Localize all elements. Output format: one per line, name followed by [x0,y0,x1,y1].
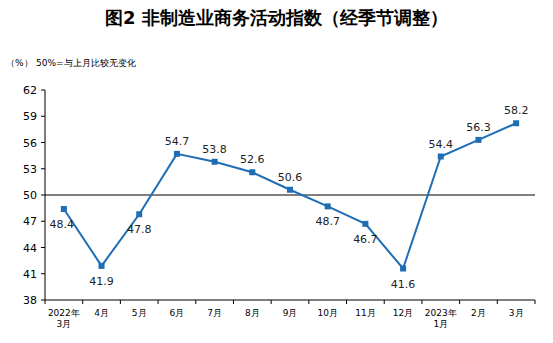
x-tick-label: 2月 [471,308,486,318]
annotation: 50%=与上月比较无变化 [36,58,136,68]
chart: 图2 非制造业商务活动指数（经季节调整） （%）50%=与上月比较无变化 38 41 4… [0,0,553,343]
y-tick-label: 47 [23,215,37,228]
y-tick-label: 59 [23,110,37,123]
y-tick [41,195,45,196]
x-tick-label-line: 1月 [433,319,448,329]
x-tick [120,300,121,304]
x-tick-label-line: 6月 [170,308,185,318]
marker [212,159,218,165]
plot [61,120,519,271]
data-label: 50.6 [278,171,303,184]
x-tick-label: 4月 [94,308,109,318]
x-tick [459,300,460,304]
x-tick [346,300,347,304]
y-tick [41,300,45,301]
y-tick-label: 53 [23,163,37,176]
x-tick-label-line: 11月 [355,308,375,318]
x-tick-label-line: 2月 [471,308,486,318]
y-tick-label: 41 [23,268,37,281]
marker [99,263,105,269]
x-axis [45,300,535,301]
x-tick [535,300,536,304]
y-tick [41,90,45,91]
y-tick-label: 56 [23,137,37,150]
marker [325,203,331,209]
y-label: （%） [6,58,33,68]
x-tick-label-line: 2023年 [425,308,457,318]
y-tick [41,247,45,248]
marker [475,137,481,143]
y-tick-label: 44 [23,242,37,255]
data-label: 56.3 [466,121,491,134]
marker [438,154,444,160]
y-tick [41,142,45,143]
y-tick [41,221,45,222]
x-tick-label: 11月 [355,308,375,318]
y-tick [41,168,45,169]
marker [362,221,368,227]
data-label: 54.4 [429,138,454,151]
x-tick [271,300,272,304]
x-tick-label-line: 12月 [393,308,413,318]
data-label: 41.9 [89,275,114,288]
marker [249,169,255,175]
data-label: 54.7 [165,135,190,148]
x-tick-label: 9月 [283,308,298,318]
x-tick-label: 3月 [509,308,524,318]
data-label: 52.6 [240,153,265,166]
x-tick-label-line: 8月 [245,308,260,318]
marker [513,120,519,126]
data-label: 53.8 [202,143,227,156]
line [64,123,516,268]
title: 图2 非制造业商务活动指数（经季节调整） [105,7,448,28]
data-label: 48.4 [50,218,75,231]
x-tick [308,300,309,304]
x-tick-label-line: 9月 [283,308,298,318]
x-tick-label: 5月 [132,308,147,318]
x-tick-label: 6月 [170,308,185,318]
marker [61,206,67,212]
x-tick [45,300,46,304]
x-tick-label: 10月 [317,308,337,318]
x-tick-label-line: 3月 [56,319,71,329]
data-label: 48.7 [315,215,340,228]
x-tick-label-line: 3月 [509,308,524,318]
data-label: 46.7 [353,233,378,246]
data-label: 58.2 [504,104,529,117]
x-tick-label: 8月 [245,308,260,318]
y-tick-label: 50 [23,189,37,202]
marker [287,187,293,193]
x-tick [421,300,422,304]
x-tick-label-line: 2022年 [48,308,80,318]
y-tick [41,116,45,117]
x-tick-label: 12月 [393,308,413,318]
x-tick-label: 7月 [207,308,222,318]
data-label: 41.6 [391,278,416,291]
x-tick [384,300,385,304]
marker [174,151,180,157]
x-tick [195,300,196,304]
x-tick [497,300,498,304]
data-label: 47.8 [127,223,152,236]
x-tick-label: 2022年3月 [48,308,80,329]
x-tick [82,300,83,304]
marker [136,211,142,217]
x-tick-label-line: 5月 [132,308,147,318]
baseline [45,195,535,196]
marker [400,266,406,272]
x-tick-label: 2023年1月 [425,308,457,329]
y-tick [41,273,45,274]
x-tick [233,300,234,304]
x-tick-label-line: 4月 [94,308,109,318]
x-tick-label-line: 10月 [317,308,337,318]
y-tick-label: 38 [23,294,37,307]
y-tick-label: 62 [23,84,37,97]
x-tick [158,300,159,304]
x-tick-label-line: 7月 [207,308,222,318]
